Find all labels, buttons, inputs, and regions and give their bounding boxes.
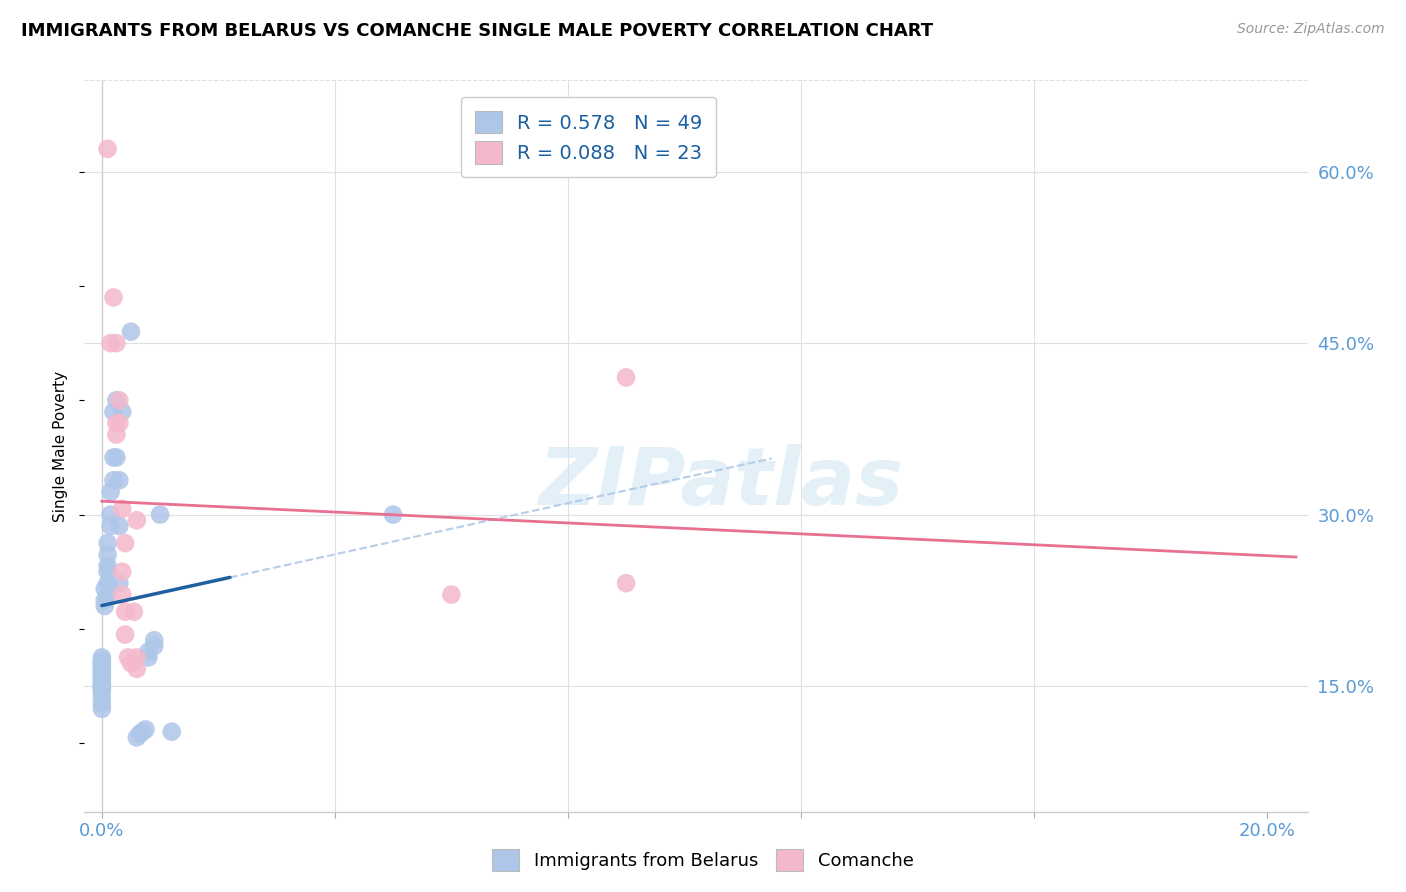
Point xyxy=(97,576,120,591)
Point xyxy=(93,599,115,613)
Point xyxy=(108,416,131,430)
Point xyxy=(117,650,139,665)
Point xyxy=(125,731,148,745)
Point xyxy=(90,671,112,685)
Point xyxy=(138,650,160,665)
Point xyxy=(138,645,160,659)
Point xyxy=(90,681,112,696)
Point xyxy=(105,416,128,430)
Point xyxy=(90,679,112,693)
Point xyxy=(149,508,172,522)
Point xyxy=(108,473,131,487)
Point xyxy=(120,325,142,339)
Point xyxy=(114,536,136,550)
Point xyxy=(103,405,125,419)
Point xyxy=(105,427,128,442)
Point xyxy=(143,639,166,653)
Point xyxy=(111,501,134,516)
Point xyxy=(105,450,128,465)
Point xyxy=(93,582,115,596)
Point xyxy=(97,536,120,550)
Point xyxy=(125,513,148,527)
Point xyxy=(108,576,131,591)
Point xyxy=(103,450,125,465)
Point xyxy=(90,702,112,716)
Point xyxy=(614,370,637,384)
Point xyxy=(100,336,122,351)
Point xyxy=(125,650,148,665)
Point xyxy=(114,605,136,619)
Point xyxy=(108,519,131,533)
Point xyxy=(97,588,120,602)
Point xyxy=(614,576,637,591)
Point xyxy=(120,656,142,670)
Point xyxy=(105,393,128,408)
Point xyxy=(111,565,134,579)
Point xyxy=(108,393,131,408)
Point xyxy=(135,723,157,737)
Point xyxy=(90,684,112,698)
Point xyxy=(131,724,153,739)
Point xyxy=(90,690,112,705)
Text: Source: ZipAtlas.com: Source: ZipAtlas.com xyxy=(1237,22,1385,37)
Point xyxy=(90,665,112,680)
Point xyxy=(90,662,112,676)
Legend: Immigrants from Belarus, Comanche: Immigrants from Belarus, Comanche xyxy=(485,842,921,879)
Point xyxy=(93,593,115,607)
Point xyxy=(143,633,166,648)
Point xyxy=(128,727,150,741)
Y-axis label: Single Male Poverty: Single Male Poverty xyxy=(53,370,69,522)
Legend: R = 0.578   N = 49, R = 0.088   N = 23: R = 0.578 N = 49, R = 0.088 N = 23 xyxy=(461,97,716,178)
Point xyxy=(90,654,112,668)
Point xyxy=(103,473,125,487)
Point xyxy=(90,658,112,673)
Point xyxy=(382,508,405,522)
Point xyxy=(114,627,136,641)
Point xyxy=(440,588,463,602)
Point xyxy=(97,559,120,574)
Point xyxy=(90,656,112,670)
Point xyxy=(97,565,120,579)
Point xyxy=(100,484,122,499)
Point xyxy=(103,290,125,304)
Point xyxy=(90,667,112,681)
Point xyxy=(160,724,183,739)
Point xyxy=(100,519,122,533)
Point xyxy=(122,605,145,619)
Point xyxy=(125,662,148,676)
Point xyxy=(111,405,134,419)
Point xyxy=(100,508,122,522)
Point xyxy=(111,588,134,602)
Point xyxy=(105,336,128,351)
Point xyxy=(97,142,120,156)
Point xyxy=(90,696,112,710)
Text: ZIPatlas: ZIPatlas xyxy=(538,443,903,522)
Point xyxy=(90,650,112,665)
Point xyxy=(90,673,112,688)
Point xyxy=(97,548,120,562)
Point xyxy=(90,677,112,691)
Text: IMMIGRANTS FROM BELARUS VS COMANCHE SINGLE MALE POVERTY CORRELATION CHART: IMMIGRANTS FROM BELARUS VS COMANCHE SING… xyxy=(21,22,934,40)
